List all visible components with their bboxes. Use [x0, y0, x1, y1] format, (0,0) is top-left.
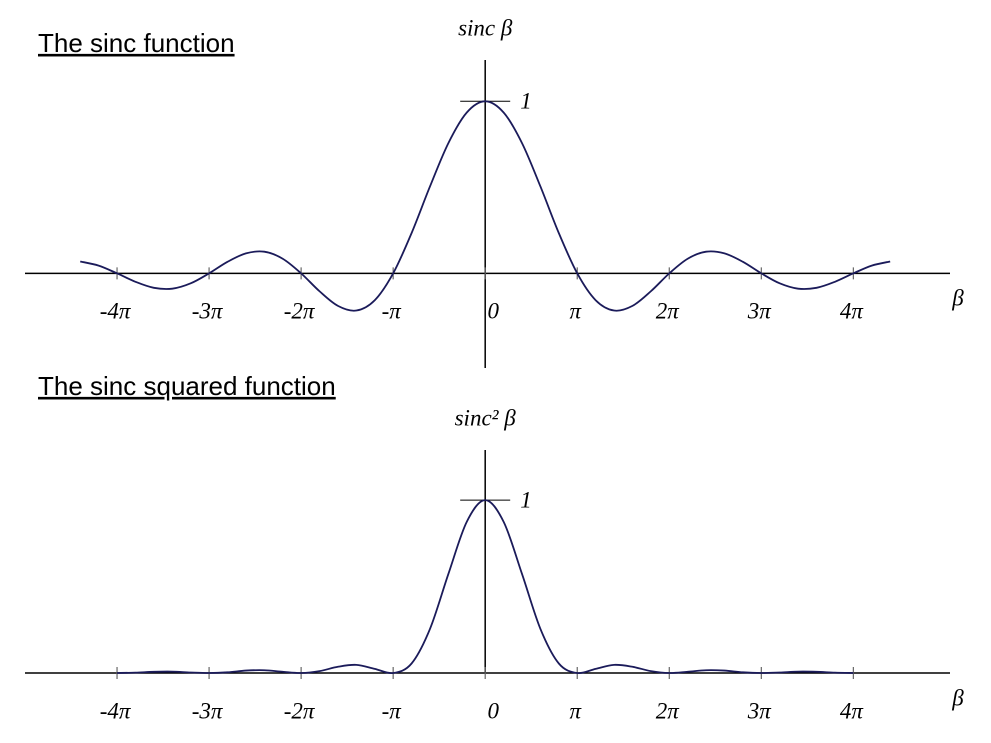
x-axis-label: β: [951, 685, 964, 710]
curve: [117, 499, 854, 675]
chart-title: The sinc function: [38, 28, 235, 58]
x-tick-label: 4π: [840, 698, 865, 723]
chart-title: The sinc squared function: [38, 371, 336, 401]
x-tick-label: 3π: [747, 299, 773, 324]
x-tick-label: -2π: [284, 698, 316, 723]
curve: [80, 100, 891, 312]
x-tick-label: π: [569, 299, 582, 324]
x-tick-label: 0: [487, 698, 499, 723]
x-tick-label: -π: [382, 698, 403, 723]
x-tick-label: -π: [382, 299, 403, 324]
y-tick-label: 1: [520, 89, 532, 114]
x-tick-label: 3π: [747, 698, 773, 723]
x-tick-label: π: [569, 698, 582, 723]
y-tick-label: 1: [520, 487, 532, 512]
x-tick-label: 2π: [656, 698, 681, 723]
x-tick-label: 2π: [656, 299, 681, 324]
x-tick-label: -2π: [284, 299, 316, 324]
x-tick-label: -3π: [192, 299, 224, 324]
y-axis-label: sinc β: [458, 15, 513, 40]
x-tick-label: 4π: [840, 299, 865, 324]
x-tick-label: -4π: [100, 299, 132, 324]
x-tick-label: -3π: [192, 698, 224, 723]
y-axis-label: sinc² β: [455, 405, 517, 430]
x-tick-label: 0: [487, 299, 499, 324]
x-tick-label: -4π: [100, 698, 132, 723]
x-axis-label: β: [951, 286, 964, 311]
